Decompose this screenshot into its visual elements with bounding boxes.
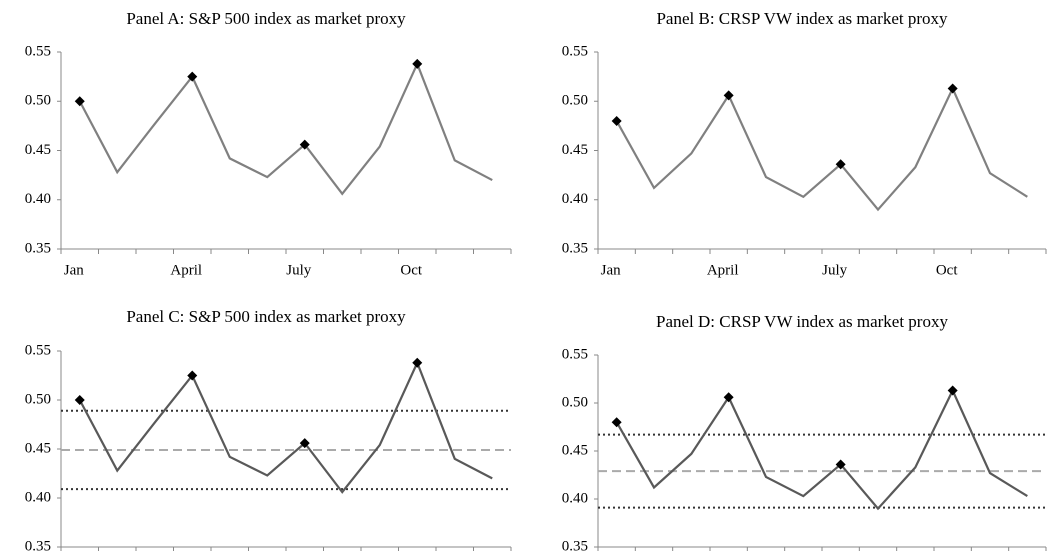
data-marker bbox=[412, 357, 423, 368]
chart-title: Panel C: S&P 500 index as market proxy bbox=[126, 307, 406, 326]
y-tick-label: 0.50 bbox=[562, 93, 588, 109]
x-tick-label: July bbox=[286, 262, 312, 278]
data-marker bbox=[611, 417, 622, 428]
data-marker bbox=[611, 115, 622, 126]
data-marker bbox=[947, 385, 958, 396]
x-tick-label: Jan bbox=[64, 262, 84, 278]
y-tick-label: 0.35 bbox=[562, 240, 588, 256]
y-tick-label: 0.55 bbox=[562, 43, 588, 59]
data-line bbox=[615, 387, 1028, 511]
x-tick-label: Oct bbox=[936, 262, 958, 278]
data-marker bbox=[187, 370, 198, 381]
y-tick-label: 0.40 bbox=[25, 191, 51, 207]
x-tick-label: July bbox=[822, 262, 848, 278]
panel: Panel C: S&P 500 index as market proxy 0.… bbox=[25, 307, 512, 551]
y-tick-label: 0.50 bbox=[25, 93, 51, 109]
x-tick-label: April bbox=[707, 262, 739, 278]
y-tick-label: 0.55 bbox=[562, 346, 588, 362]
y-tick-label: 0.35 bbox=[562, 538, 588, 551]
chart-title: Panel D: CRSP VW index as market proxy bbox=[656, 312, 948, 331]
data-marker bbox=[835, 459, 846, 470]
panel: Panel A: S&P 500 index as market proxy 0.… bbox=[25, 9, 512, 278]
data-marker bbox=[412, 58, 423, 69]
data-line bbox=[78, 60, 493, 196]
y-tick-label: 0.40 bbox=[25, 489, 51, 505]
y-tick-label: 0.55 bbox=[25, 43, 51, 59]
data-line bbox=[615, 85, 1028, 212]
x-tick-label: Jan bbox=[601, 262, 621, 278]
y-tick-label: 0.45 bbox=[562, 142, 588, 158]
y-tick-label: 0.35 bbox=[25, 240, 51, 256]
y-tick-label: 0.40 bbox=[562, 490, 588, 506]
panel: Panel D: CRSP VW index as market proxy 0.… bbox=[562, 312, 1047, 551]
panel: Panel B: CRSP VW index as market proxy 0.… bbox=[562, 9, 1047, 278]
y-tick-label: 0.55 bbox=[25, 342, 51, 358]
data-marker bbox=[74, 395, 85, 405]
data-marker bbox=[299, 438, 310, 449]
y-tick-label: 0.35 bbox=[25, 538, 51, 551]
y-tick-label: 0.50 bbox=[562, 394, 588, 410]
data-marker bbox=[74, 96, 85, 107]
chart-title: Panel B: CRSP VW index as market proxy bbox=[656, 9, 948, 28]
data-line bbox=[78, 359, 493, 494]
data-marker bbox=[187, 71, 198, 82]
data-marker bbox=[299, 139, 310, 150]
y-tick-label: 0.45 bbox=[25, 142, 51, 158]
data-marker bbox=[723, 392, 734, 403]
y-tick-label: 0.40 bbox=[562, 191, 588, 207]
data-marker bbox=[947, 83, 958, 94]
y-tick-label: 0.45 bbox=[562, 442, 588, 458]
chart-title: Panel A: S&P 500 index as market proxy bbox=[126, 9, 406, 28]
data-marker bbox=[835, 159, 846, 170]
y-tick-label: 0.45 bbox=[25, 440, 51, 456]
data-marker bbox=[723, 90, 734, 101]
y-tick-label: 0.50 bbox=[25, 391, 51, 407]
x-tick-label: Oct bbox=[400, 262, 422, 278]
x-tick-label: April bbox=[170, 262, 202, 278]
